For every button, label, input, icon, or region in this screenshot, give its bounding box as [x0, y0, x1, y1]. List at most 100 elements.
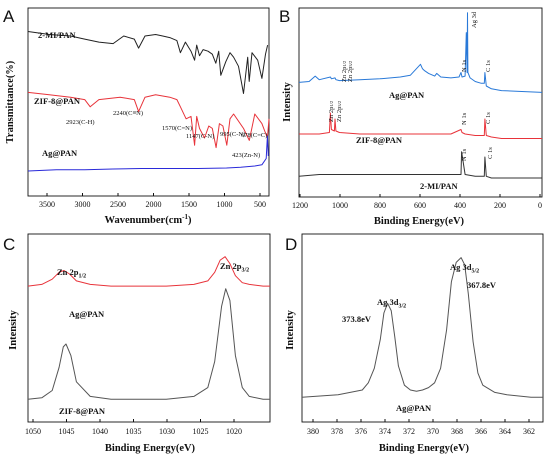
peak-label-n1s-ag: N 1s [461, 59, 468, 72]
annotation-2240: 2240(C≡N) [113, 110, 143, 117]
panel-b-xtick: 600 [414, 201, 426, 210]
panel-d-xtick: 362 [523, 427, 535, 436]
panel-b-xtick: 1200 [292, 201, 308, 210]
series-line-b-2 [298, 151, 542, 179]
label-ag3d52: Ag 3d5/2 [450, 262, 479, 275]
peak-label-c1s-2mi: C 1s [487, 147, 494, 159]
label-367-8ev: 367.8eV [467, 280, 497, 290]
panel-d-xtick: 380 [307, 427, 319, 436]
panel-a: A Transmittance(%) Wavenumber(cm-1) 3500… [3, 7, 270, 226]
panel-a-xtick: 3000 [75, 200, 91, 209]
peak-label-zn-12-ag: Zn 2p1/2 [341, 61, 348, 82]
panel-b-xtick: 200 [494, 201, 506, 210]
panel-a-xtick: 1000 [217, 200, 233, 209]
panel-b-label-ag: Ag@PAN [389, 90, 425, 100]
series-line-a-1 [27, 91, 270, 149]
panel-a-xtick: 3500 [39, 200, 55, 209]
annotation-1147: 1147(C-N) [186, 133, 214, 140]
panel-a-xtick: 2000 [146, 200, 162, 209]
panel-a-xtick: 2500 [110, 200, 126, 209]
panel-c-ylabel: Intensity [8, 309, 19, 349]
panel-d-xtick: 364 [499, 427, 511, 436]
annotation-678: 678(C=C) [241, 132, 267, 139]
panel-b-ylabel: Intensity [282, 81, 293, 121]
peak-label-zn-32-ag: Zn 2p3/2 [347, 61, 354, 82]
panel-a-label-ag: Ag@PAN [42, 148, 78, 158]
panel-a-ylabel: Transmittance(%) [5, 60, 16, 143]
panel-b-xlabel: Binding Energy(eV) [374, 216, 465, 227]
panel-b-xtick: 800 [374, 201, 386, 210]
series-line-a-2 [27, 135, 269, 172]
panel-c-xtick: 1035 [126, 427, 142, 436]
panel-d: D Intensity Binding Energy(eV) 380 378 3… [285, 233, 544, 454]
label-373-8ev: 373.8eV [342, 314, 372, 324]
panel-d-xtick: 372 [403, 427, 415, 436]
panel-b-xtick: 1000 [332, 201, 348, 210]
panel-c-letter: C [3, 235, 15, 254]
panel-c-xtick: 1040 [92, 427, 108, 436]
panel-d-letter: D [285, 235, 297, 254]
series-line-b-1 [299, 112, 542, 139]
panel-a-xticks: 3500 3000 2500 2000 1500 1000 500 [39, 193, 266, 209]
label-zn2p12: Zn 2p1/2 [57, 267, 86, 280]
panel-a-frame [27, 7, 270, 197]
panel-d-xtick: 366 [475, 427, 487, 436]
annotation-995: 995(C-N) [220, 131, 245, 138]
peak-label-n1s-zif: N 1s [461, 112, 468, 125]
peak-label-n1s-2mi: N 1s [461, 148, 468, 161]
panel-b: B Intensity Binding Energy(eV) 1200 1000… [279, 7, 543, 227]
panel-c-frame [27, 233, 271, 423]
panel-b-xtick: 400 [454, 201, 466, 210]
peak-label-zn-12-zif: Zn 2p1/2 [328, 101, 335, 122]
series-line-c-0 [27, 256, 270, 287]
annotation-1570: 1570(C=N) [162, 125, 192, 132]
panel-d-xtick: 376 [355, 427, 367, 436]
panel-d-frame [301, 233, 544, 423]
panel-c-xlabel: Binding Energy(eV) [105, 443, 196, 454]
annotation-423: 423(Zn-N) [232, 152, 260, 159]
panel-a-label-2mi: 2-MI/PAN [38, 30, 76, 40]
panel-c-label-zif8: ZIF-8@PAN [59, 406, 106, 416]
peak-label-zn-32-zif: Zn 2p3/2 [336, 101, 343, 122]
panel-b-xticks: 1200 1000 800 600 400 200 0 [292, 194, 542, 210]
series-line-c-1 [27, 288, 270, 400]
panel-b-letter: B [279, 7, 290, 26]
panel-c-xtick: 1025 [193, 427, 209, 436]
panel-d-xtick: 370 [427, 427, 439, 436]
panel-b-label-zif8: ZIF-8@PAN [356, 135, 403, 145]
peak-label-ag3d: Ag 3d [471, 11, 478, 28]
panel-d-xticks: 380 378 376 374 372 370 368 366 364 362 [307, 419, 535, 436]
panel-d-series [301, 257, 543, 398]
label-zn2p32: Zn 2p3/2 [220, 261, 249, 274]
panel-c-xtick: 1030 [159, 427, 175, 436]
panel-a-letter: A [3, 7, 15, 26]
panel-c-xtick: 1045 [59, 427, 75, 436]
series-line-d-0 [301, 257, 543, 398]
panel-b-series [298, 12, 543, 179]
panel-d-ylabel: Intensity [285, 309, 296, 349]
panel-b-frame [298, 7, 543, 198]
panel-b-label-2mi: 2-MI/PAN [420, 181, 458, 191]
series-line-b-0 [298, 12, 543, 93]
peak-label-c1s-zif: C 1s [485, 112, 492, 124]
annotation-2923: 2923(C-H) [66, 119, 95, 126]
label-ag3d32: Ag 3d3/2 [377, 297, 406, 310]
panel-d-xtick: 374 [379, 427, 391, 436]
panel-d-label-ag: Ag@PAN [396, 403, 432, 413]
panel-d-xtick: 368 [451, 427, 463, 436]
panel-a-xtick: 500 [254, 200, 266, 209]
panel-a-series [27, 31, 270, 172]
panel-c-xtick: 1020 [226, 427, 242, 436]
panel-d-xlabel: Binding Energy(eV) [379, 443, 470, 454]
panel-c-xticks: 1050 1045 1040 1035 1030 1025 1020 [25, 419, 242, 436]
panel-c-xtick: 1050 [25, 427, 41, 436]
series-line-a-0 [27, 31, 269, 94]
panel-b-xtick: 0 [538, 201, 542, 210]
panel-c-series [27, 256, 270, 400]
panel-c: C Intensity Binding Energy(eV) 1050 1045… [3, 233, 271, 454]
peak-label-c1s-ag: C 1s [485, 60, 492, 72]
panel-d-xtick: 378 [331, 427, 343, 436]
panel-a-xlabel: Wavenumber(cm-1) [105, 213, 192, 226]
